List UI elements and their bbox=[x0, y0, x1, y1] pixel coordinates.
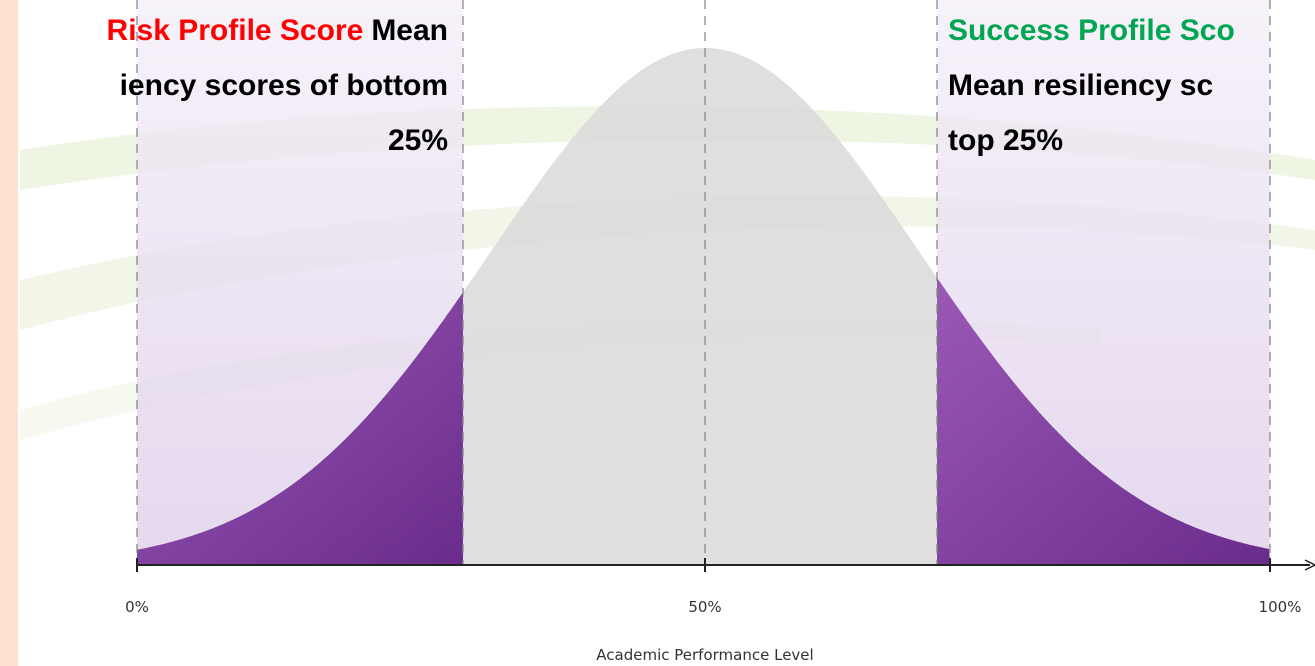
note-line: Risk Profile Score Mean bbox=[107, 14, 448, 47]
edge-accent bbox=[0, 0, 18, 666]
note-line: iency scores of bottom bbox=[120, 69, 448, 102]
note-line: 25% bbox=[388, 124, 448, 157]
axis-arrow bbox=[1304, 559, 1315, 571]
axis-label: Academic Performance Level bbox=[596, 646, 813, 664]
note-line: top 25% bbox=[948, 124, 1063, 157]
tick-label: 100% bbox=[1259, 598, 1302, 616]
tick-label: 50% bbox=[688, 598, 721, 616]
note-line: Mean resiliency sc bbox=[948, 69, 1213, 102]
tick-label: 0% bbox=[125, 598, 149, 616]
note-text: Mean bbox=[371, 14, 448, 47]
highlight: Risk Profile Score bbox=[107, 14, 364, 47]
top-tail bbox=[937, 277, 1270, 565]
highlight: Success Profile Sco bbox=[948, 14, 1235, 47]
bottom-tail bbox=[137, 292, 463, 565]
